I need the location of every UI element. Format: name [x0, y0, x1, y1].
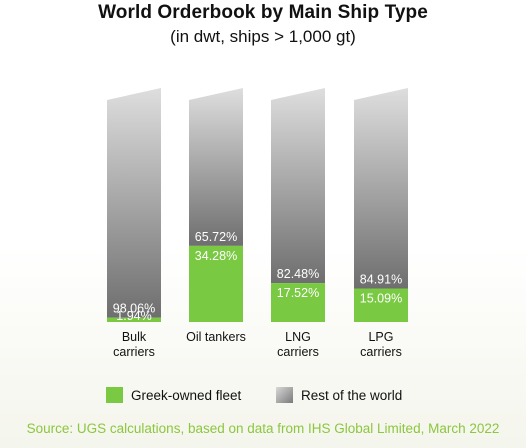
source-note: Source: UGS calculations, based on data …: [26, 421, 500, 436]
category-label-2: LNG carriers: [277, 330, 319, 359]
bar-greek-1: [189, 245, 243, 322]
chart-title: World Orderbook by Main Ship Type: [98, 2, 428, 23]
data-label-greek-3: 15.09%: [360, 292, 402, 306]
legend-swatch-rest: [276, 387, 293, 403]
bar-rest-2: [271, 88, 325, 284]
legend-label-greek: Greek-owned fleet: [131, 387, 242, 403]
category-label-0: Bulk carriers: [113, 330, 155, 359]
data-label-rest-0: 98.06%: [113, 302, 155, 316]
data-label-greek-2: 17.52%: [277, 286, 319, 300]
data-label-greek-0: 1.94%: [116, 309, 151, 323]
legend-item-rest: Rest of the world: [276, 387, 402, 403]
data-label-rest-3: 84.91%: [360, 273, 402, 287]
category-label-3: LPG carriers: [360, 330, 402, 359]
bar-rest-0: [107, 88, 161, 318]
legend-swatch-greek: [106, 387, 123, 403]
bar-greek-3: [354, 288, 408, 322]
legend-item-greek: Greek-owned fleet: [106, 387, 241, 403]
legend-label-rest: Rest of the world: [301, 387, 403, 403]
category-label-1: Oil tankers: [186, 330, 246, 344]
bar-greek-2: [271, 283, 325, 322]
bar-greek-0: [107, 317, 161, 322]
data-label-rest-2: 82.48%: [277, 267, 319, 281]
bar-rest-1: [189, 88, 243, 246]
chart-subtitle: (in dwt, ships > 1,000 gt): [170, 27, 356, 46]
stacked-bar-chart: 1.94%98.06% Bulk carriers 34.28% 65.72% Oil t…: [107, 88, 408, 359]
data-label-greek-1: 34.28%: [195, 249, 237, 263]
data-label-rest-1: 65.72%: [195, 230, 237, 244]
bar-rest-3: [354, 88, 408, 289]
